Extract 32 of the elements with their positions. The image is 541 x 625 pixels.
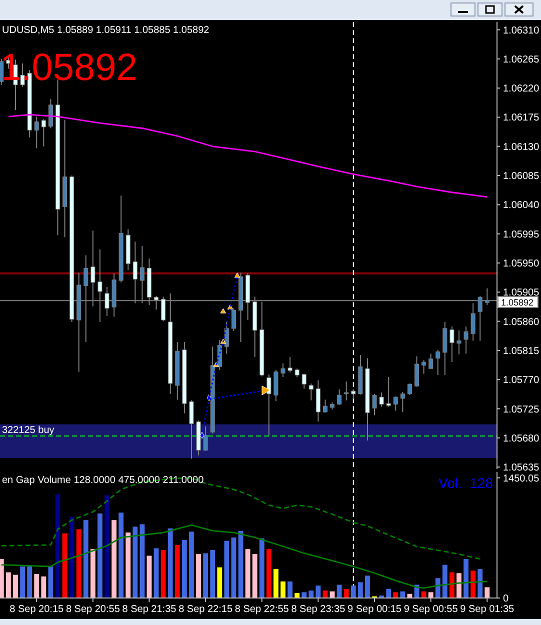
y-tick-label: 0: [503, 594, 509, 604]
x-tick-label: 8 Sep 22:55: [234, 604, 290, 615]
y-tick-label: 1.05680: [503, 433, 540, 444]
y-tick-label: 1.06085: [503, 171, 540, 182]
y-tick-label: 1.06220: [503, 84, 540, 95]
x-tick-label: 8 Sep 21:35: [122, 604, 177, 615]
x-tick-label: 8 Sep 20:15: [10, 604, 64, 615]
x-tick-label: 9 Sep 00:15: [348, 604, 402, 615]
x-tick-label: 8 Sep 22:15: [178, 604, 233, 615]
chart-title: en Gap Volume 128.0000 475.0000 211.0000: [2, 475, 204, 486]
y-tick-label: 1.05815: [503, 346, 540, 357]
y-tick-label: 1.05860: [503, 316, 540, 328]
y-tick-label: 1.06040: [503, 200, 540, 212]
annotation: Vol. 128: [438, 475, 494, 491]
chart-title: UDUSD,M5 1.05889 1.05911 1.05885 1.05892: [2, 25, 210, 36]
x-tick-label: 8 Sep 20:55: [66, 604, 120, 615]
x-tick-label: 9 Sep 01:35: [460, 604, 515, 615]
y-tick-label: 1.06130: [503, 142, 540, 153]
x-tick-label: 8 Sep 23:35: [291, 604, 346, 615]
y-tick-label: 1.05725: [503, 404, 540, 416]
y-tick-label: 1450.05: [503, 473, 540, 484]
ref-line-label: 1.05892: [501, 298, 534, 308]
y-tick-label: 1.06310: [503, 25, 540, 36]
y-tick-label: 1.05950: [503, 258, 540, 270]
y-tick-label: 1.05770: [503, 375, 540, 386]
y-tick-label: 1.05635: [503, 462, 540, 474]
ref-line-label: 322125 buy: [2, 424, 54, 436]
y-tick-label: 1.05905: [503, 288, 540, 299]
y-tick-label: 1.06175: [503, 112, 540, 124]
x-tick-label: 9 Sep 00:55: [404, 604, 458, 615]
y-tick-label: 1.05995: [503, 229, 540, 240]
y-tick-label: 1.06265: [503, 54, 540, 66]
